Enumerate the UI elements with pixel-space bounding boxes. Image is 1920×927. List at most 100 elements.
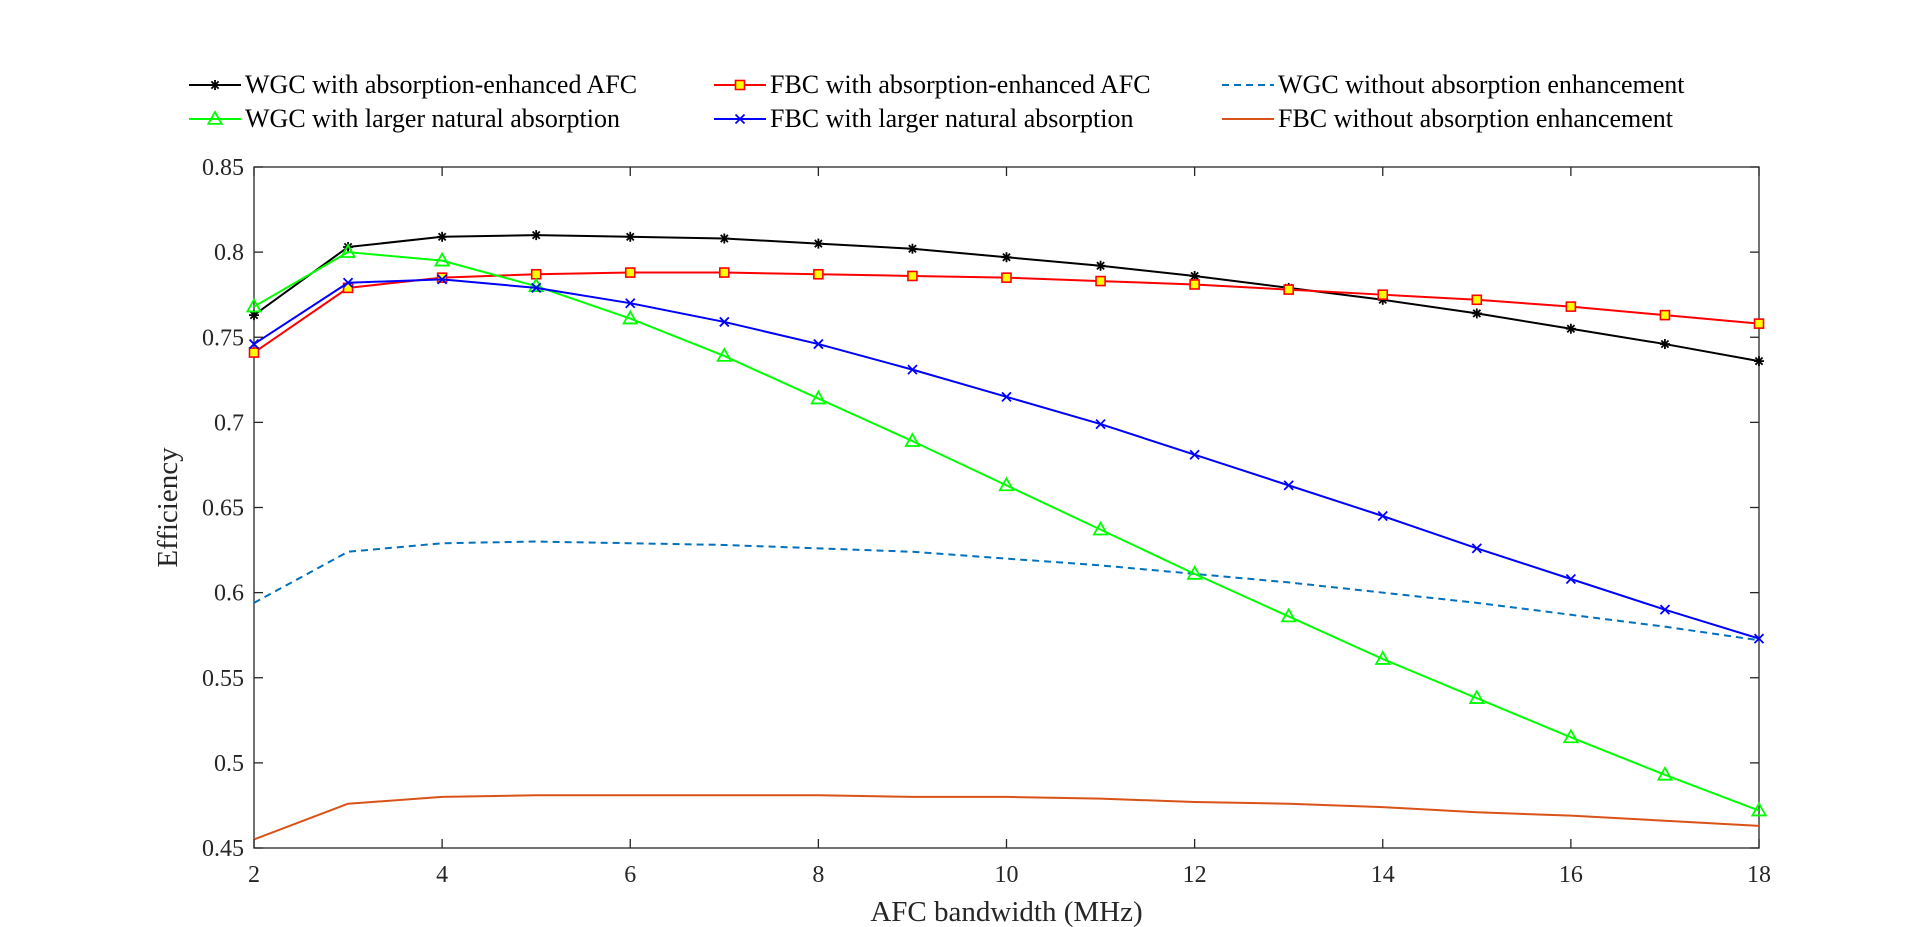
legend-item-wgc-with-larger-natural-absorption: WGC with larger natural absorption bbox=[189, 104, 620, 133]
series-wgc-without-absorption-enhancement bbox=[253, 540, 1760, 642]
y-tick-label: 0.45 bbox=[202, 836, 244, 862]
series-fbc-with-larger-natural-absorption bbox=[248, 274, 1765, 644]
data-point bbox=[1189, 279, 1200, 290]
legend-marker bbox=[734, 79, 746, 91]
data-point bbox=[622, 309, 639, 325]
data-point bbox=[1562, 728, 1580, 744]
data-point bbox=[907, 270, 918, 282]
data-point bbox=[245, 297, 263, 313]
data-point bbox=[1001, 272, 1012, 283]
data-point bbox=[1471, 308, 1482, 319]
y-tick-label: 0.8 bbox=[214, 240, 244, 266]
x-tick-label: 18 bbox=[1747, 862, 1771, 888]
data-point bbox=[907, 364, 918, 375]
x-tick-label: 2 bbox=[248, 862, 260, 888]
y-axis-title: Efficiency bbox=[152, 447, 184, 568]
legend-item-fbc-with-absorption-enhanced-afc: FBC with absorption-enhanced AFC bbox=[714, 70, 1151, 99]
data-point bbox=[716, 347, 733, 362]
data-point bbox=[1186, 565, 1203, 580]
data-point bbox=[1377, 510, 1388, 522]
data-point bbox=[813, 268, 824, 280]
data-point bbox=[1659, 604, 1671, 615]
data-point bbox=[1753, 318, 1765, 329]
y-tick-label: 0.85 bbox=[202, 155, 244, 181]
data-point bbox=[1659, 309, 1671, 321]
axes bbox=[253, 166, 1760, 849]
data-point bbox=[1095, 260, 1106, 271]
data-point bbox=[1468, 689, 1485, 704]
data-point bbox=[1565, 323, 1576, 334]
data-point bbox=[1377, 289, 1389, 300]
data-point bbox=[625, 231, 636, 242]
data-point bbox=[1565, 573, 1577, 585]
data-point bbox=[531, 282, 542, 294]
series-fbc-without-absorption-enhancement bbox=[253, 794, 1760, 841]
y-tick-label: 0.55 bbox=[202, 666, 244, 692]
legend-label: WGC without absorption enhancement bbox=[1278, 70, 1685, 99]
data-point bbox=[719, 233, 730, 244]
data-point bbox=[719, 267, 730, 278]
data-point bbox=[1753, 633, 1765, 644]
y-tick-label: 0.6 bbox=[214, 581, 244, 607]
data-point bbox=[810, 389, 827, 405]
series-wgc-with-larger-natural-absorption bbox=[245, 243, 1768, 817]
x-tick-label: 12 bbox=[1183, 862, 1207, 888]
data-point bbox=[1565, 301, 1577, 312]
data-point bbox=[904, 432, 921, 447]
data-point bbox=[1092, 520, 1109, 536]
legend-label: WGC with absorption-enhanced AFC bbox=[245, 70, 637, 99]
series-line bbox=[253, 251, 1760, 812]
data-point bbox=[436, 274, 448, 285]
y-tick-label: 0.7 bbox=[214, 410, 244, 436]
legend: WGC with absorption-enhanced AFC FBC with… bbox=[189, 70, 1685, 133]
data-point bbox=[998, 476, 1015, 492]
data-point bbox=[624, 267, 636, 278]
data-point bbox=[625, 298, 636, 309]
data-point bbox=[719, 316, 730, 328]
x-tick-label: 14 bbox=[1371, 862, 1395, 888]
data-point bbox=[1095, 275, 1106, 287]
data-point bbox=[342, 277, 354, 288]
data-point bbox=[1471, 543, 1482, 554]
data-point bbox=[1374, 650, 1391, 665]
y-tick-label: 0.5 bbox=[214, 751, 244, 777]
data-point bbox=[1754, 356, 1764, 367]
data-point bbox=[1659, 339, 1670, 350]
data-point bbox=[1750, 801, 1768, 817]
data-point bbox=[1189, 449, 1200, 460]
data-point bbox=[248, 338, 260, 350]
legend-item-wgc-with-absorption-enhanced-afc: WGC with absorption-enhanced AFC bbox=[189, 70, 637, 99]
data-point bbox=[907, 243, 918, 254]
data-point bbox=[436, 272, 448, 283]
legend-item-fbc-without-absorption-enhancement: FBC without absorption enhancement bbox=[1222, 104, 1674, 133]
data-point bbox=[1283, 284, 1294, 295]
legend-item-wgc-without-absorption-enhancement: WGC without absorption enhancement bbox=[1222, 70, 1685, 99]
series-line bbox=[253, 794, 1760, 841]
legend-label: WGC with larger natural absorption bbox=[245, 104, 620, 133]
y-tick-label: 0.65 bbox=[202, 496, 244, 522]
data-point bbox=[1283, 480, 1294, 491]
legend-marker bbox=[210, 80, 220, 90]
legend-label: FBC with absorption-enhanced AFC bbox=[770, 70, 1151, 99]
x-tick-label: 6 bbox=[624, 862, 636, 888]
series-line bbox=[253, 540, 1760, 642]
data-point bbox=[1001, 391, 1012, 402]
legend-item-fbc-with-larger-natural-absorption: FBC with larger natural absorption bbox=[714, 104, 1133, 133]
data-point bbox=[813, 238, 824, 249]
data-point bbox=[1095, 418, 1106, 430]
x-tick-label: 8 bbox=[812, 862, 824, 888]
y-tick-label: 0.75 bbox=[202, 325, 244, 351]
data-point bbox=[433, 251, 451, 267]
tick-layer: 2 4 6 8 10 12 14 16 18 0.45 0.5 0.55 0.6 0.65 0.7 0.75 0… bbox=[202, 155, 1771, 888]
legend-marker bbox=[734, 113, 746, 125]
x-tick-label: 10 bbox=[995, 862, 1019, 888]
data-point bbox=[1001, 252, 1012, 263]
data-point bbox=[248, 347, 260, 358]
series-layer bbox=[245, 230, 1768, 841]
data-point bbox=[339, 243, 357, 258]
x-tick-label: 16 bbox=[1559, 862, 1583, 888]
series-fbc-with-absorption-enhanced-afc bbox=[248, 267, 1765, 358]
plot-frame bbox=[253, 166, 1760, 849]
